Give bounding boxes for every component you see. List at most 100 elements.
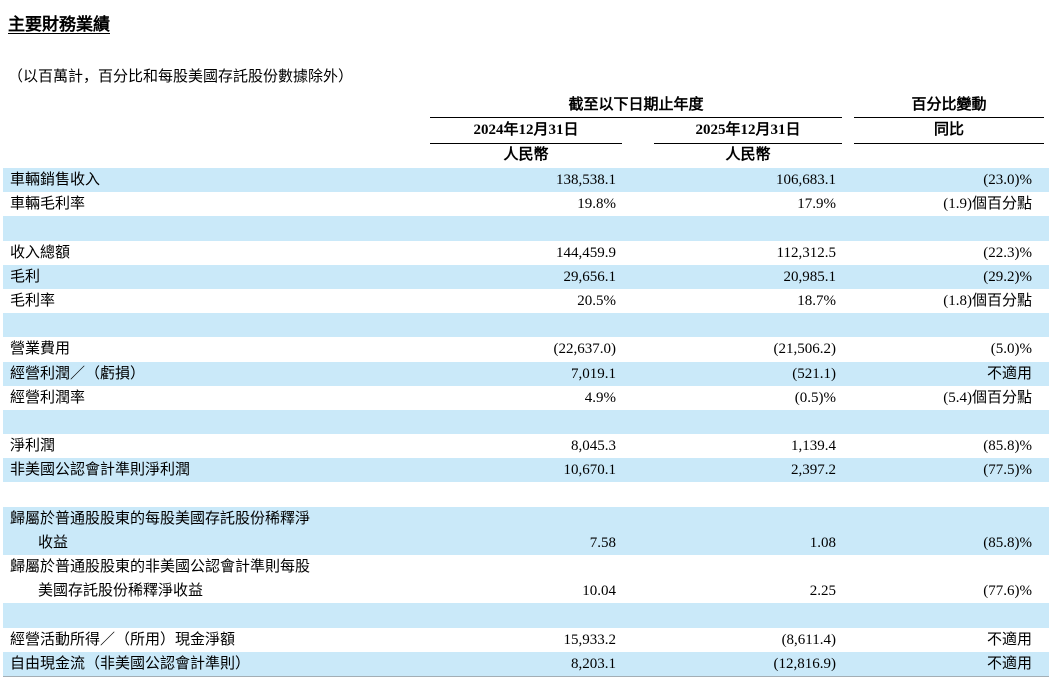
- row-label: 毛利率: [10, 292, 56, 309]
- value-2025: 20,985.1: [783, 268, 837, 285]
- value-2024: 8,203.1: [571, 655, 616, 672]
- row-label: [3, 313, 426, 337]
- value-2025: 1,139.4: [791, 438, 836, 455]
- header-empty-cell: [842, 144, 1044, 168]
- value-change: (85.8)%: [983, 534, 1032, 551]
- value-change: [838, 482, 1040, 506]
- table-row: 毛利 29,656.1 20,985.1 (29.2)%: [3, 264, 1049, 289]
- value-2024: 19.8%: [577, 196, 616, 213]
- value-2025: 106,683.1: [776, 172, 836, 188]
- value-change: [838, 410, 1040, 434]
- value-2024: 29,656.1: [563, 268, 617, 285]
- table-row: 經營利潤／（虧損） 7,019.1 (521.1) 不適用: [3, 361, 1049, 386]
- value-2024: [426, 410, 618, 434]
- table-row: 經營活動所得／（所用）現金淨額 15,933.2 (8,611.4) 不適用: [3, 628, 1049, 652]
- value-2025: [618, 313, 838, 337]
- table-header: 截至以下日期止年度 百分比變動 2024年12月31日 2025年12月31日 …: [0, 93, 1056, 168]
- value-2025: (12,816.9): [773, 655, 837, 672]
- value-2025: 1.08: [809, 534, 836, 551]
- row-label: [3, 482, 426, 506]
- row-label: [3, 216, 426, 240]
- row-label: 歸屬於普通股股東的每股美國存託股份稀釋淨 收益: [10, 510, 311, 551]
- value-2024: 4.9%: [584, 389, 616, 406]
- col-2024-label: 2024年12月31日: [430, 118, 622, 144]
- value-2024: 10.04: [582, 583, 616, 600]
- value-2024: [426, 603, 618, 627]
- header-2024-cell: 2024年12月31日: [430, 118, 622, 144]
- value-2025: 2,397.2: [791, 462, 836, 479]
- row-label: 經營利潤率: [10, 389, 86, 406]
- header-change-group-cell: 百分比變動: [842, 93, 1044, 118]
- value-2025: [618, 603, 838, 627]
- value-change: (1.9)個百分點: [943, 196, 1032, 213]
- header-currency-row: 人民幣 人民幣: [4, 144, 1044, 168]
- table-row: 歸屬於普通股股東的每股美國存託股份稀釋淨 收益 7.58 1.08 (85.8)%: [3, 506, 1049, 556]
- value-change: 不適用: [986, 365, 1032, 382]
- row-label: 收入總額: [10, 244, 71, 261]
- table-row: 營業費用 (22,637.0) (21,506.2) (5.0)%: [3, 337, 1049, 361]
- table-row: 經營利潤率 4.9% (0.5)% (5.4)個百分點: [3, 386, 1049, 410]
- header-group-row: 截至以下日期止年度 百分比變動: [4, 93, 1044, 118]
- table-spacer-row: [3, 216, 1049, 241]
- row-label: 非美國公認會計準則淨利潤: [10, 462, 191, 479]
- value-2024: 15,933.2: [563, 631, 617, 648]
- table-spacer-row: [3, 313, 1049, 338]
- header-empty-cell: [4, 118, 430, 144]
- currency-2024-cell: 人民幣: [430, 144, 622, 168]
- header-period-group-cell: 截至以下日期止年度: [430, 93, 842, 118]
- value-change: (77.5)%: [983, 462, 1032, 479]
- page-title: 主要財務業績: [8, 15, 110, 34]
- table-row: 非美國公認會計準則淨利潤 10,670.1 2,397.2 (77.5)%: [3, 458, 1049, 483]
- value-change: [838, 216, 1040, 240]
- value-change: (1.8)個百分點: [943, 292, 1032, 309]
- currency-2024-label: 人民幣: [503, 147, 549, 163]
- header-2025-cell: 2025年12月31日: [622, 118, 842, 144]
- table-row: 歸屬於普通股股東的非美國公認會計準則每股 美國存託股份稀釋淨收益 10.04 2.25…: [3, 555, 1049, 603]
- value-change: (85.8)%: [983, 438, 1032, 455]
- row-label: 淨利潤: [10, 438, 56, 455]
- value-2025: (8,611.4): [781, 631, 836, 648]
- header-empty-cell: [4, 93, 430, 118]
- row-label: 車輛銷售收入: [10, 172, 101, 188]
- change-group-label: 百分比變動: [854, 93, 1044, 118]
- period-group-label: 截至以下日期止年度: [430, 93, 842, 118]
- value-change: (23.0)%: [983, 172, 1032, 188]
- table-row: 車輛銷售收入 138,538.1 106,683.1 (23.0)%: [3, 168, 1049, 193]
- value-2025: 2.25: [809, 583, 836, 600]
- col-2025-label: 2025年12月31日: [654, 118, 842, 144]
- value-change: (22.3)%: [983, 244, 1032, 261]
- value-2024: 8,045.3: [571, 438, 616, 455]
- value-2025: 17.9%: [797, 196, 836, 213]
- value-2024: [426, 482, 618, 506]
- value-change: 不適用: [986, 631, 1032, 648]
- row-label: 毛利: [10, 268, 41, 285]
- row-label: [3, 410, 426, 434]
- table-row: 毛利率 20.5% 18.7% (1.8)個百分點: [3, 289, 1049, 313]
- value-2024: 138,538.1: [556, 172, 616, 188]
- value-change: [838, 603, 1040, 627]
- value-2025: [618, 410, 838, 434]
- table-body: 車輛銷售收入 138,538.1 106,683.1 (23.0)% 車輛毛利率 19.8…: [3, 168, 1049, 677]
- value-change: [838, 313, 1040, 337]
- value-2025: [618, 482, 838, 506]
- units-note: （以百萬計，百分比和每股美國存託股份數據除外）: [8, 69, 354, 85]
- row-label: 歸屬於普通股股東的非美國公認會計準則每股 美國存託股份稀釋淨收益: [10, 559, 311, 600]
- value-change: (29.2)%: [983, 268, 1032, 285]
- table-spacer-row: [3, 603, 1049, 628]
- value-change: (77.6)%: [983, 583, 1032, 600]
- value-change: (5.4)個百分點: [943, 389, 1032, 406]
- row-label: 車輛毛利率: [10, 196, 86, 213]
- value-2024: 7.58: [589, 534, 616, 551]
- header-date-row: 2024年12月31日 2025年12月31日 同比: [4, 118, 1044, 144]
- row-label: 經營利潤／（虧損）: [10, 365, 146, 382]
- value-change: (5.0)%: [990, 341, 1032, 358]
- header-yoy-cell: 同比: [842, 118, 1044, 144]
- value-2024: 144,459.9: [556, 244, 616, 261]
- row-label: 經營活動所得／（所用）現金淨額: [10, 631, 236, 648]
- value-2025: (0.5)%: [794, 389, 836, 406]
- value-2025: (521.1): [792, 365, 836, 382]
- table-spacer-row: [3, 482, 1049, 506]
- currency-2025-label: 人民幣: [725, 147, 771, 163]
- currency-2025-cell: 人民幣: [622, 144, 842, 168]
- table-row: 淨利潤 8,045.3 1,139.4 (85.8)%: [3, 434, 1049, 458]
